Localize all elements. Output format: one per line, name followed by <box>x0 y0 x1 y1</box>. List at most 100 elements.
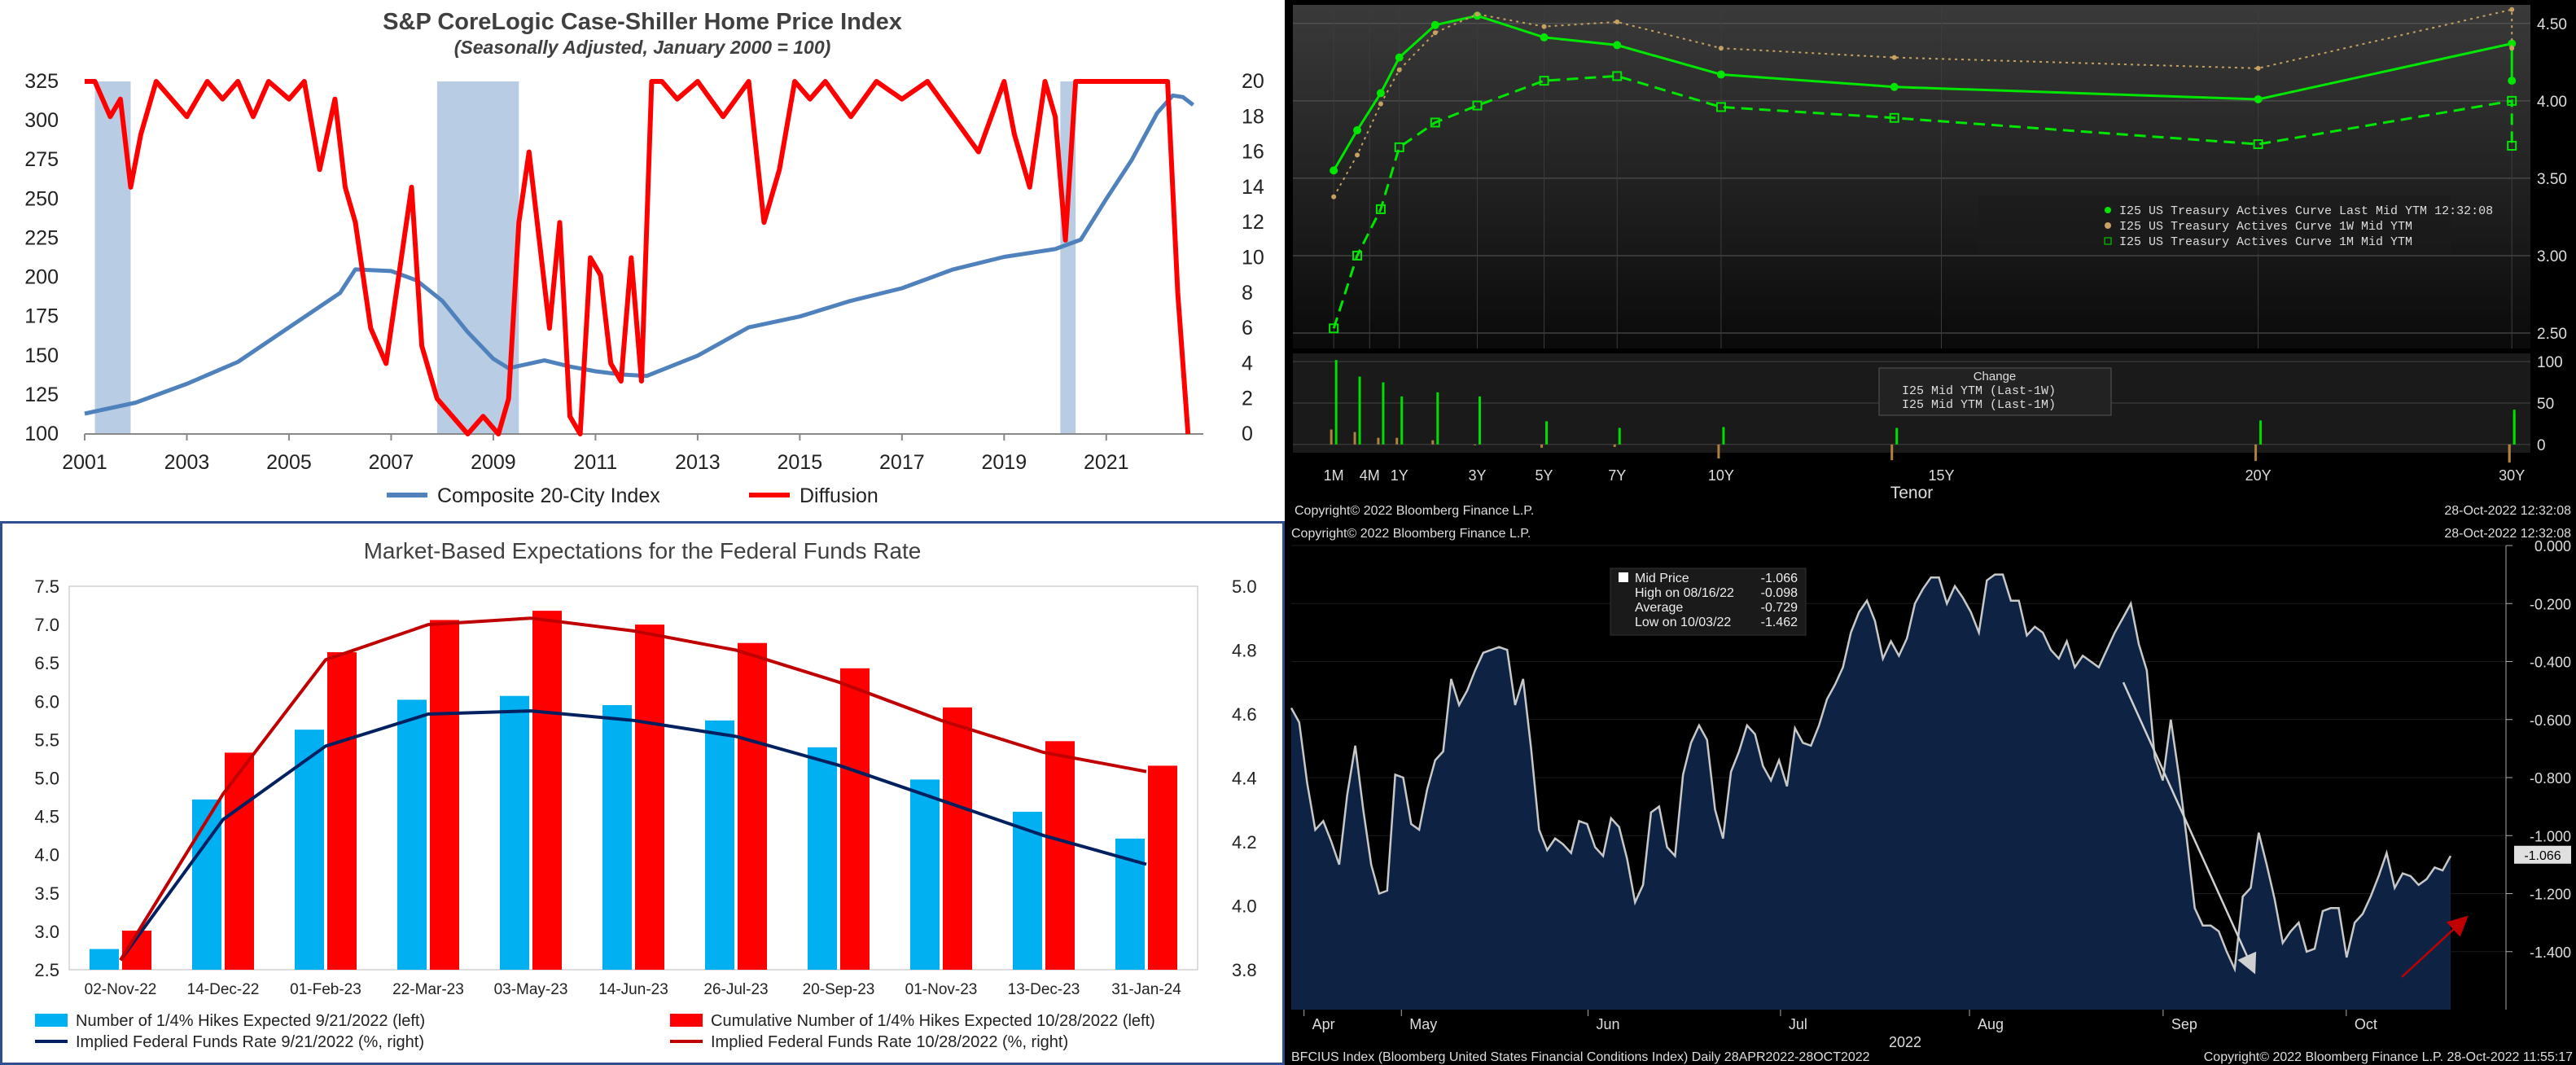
y-right-tick-label: 12 <box>1242 211 1264 234</box>
treasury-curve-panel: 2.50 3.00 3.50 4.00 4.50 I25 US Treasury Acti… <box>1285 0 2576 521</box>
curve-point <box>1614 19 1620 24</box>
y-tick-label: 2.50 <box>2537 326 2567 343</box>
x-tick-label: Sep <box>2171 1016 2197 1032</box>
bar-hikes-9-21-2022 <box>397 699 427 970</box>
x-tick-label: 14-Dec-22 <box>187 981 260 998</box>
legend-marker <box>2104 237 2112 245</box>
y-tick-label: -0.800 <box>2530 770 2571 787</box>
x-tick-label: May <box>1409 1016 1437 1032</box>
legend-label: Implied Federal Funds Rate 10/28/2022 (%… <box>711 1033 1068 1051</box>
x-tick-label: Jul <box>1789 1016 1807 1032</box>
curve-point <box>1718 46 1724 51</box>
change-bar <box>1722 427 1725 445</box>
curve-point <box>2509 46 2515 51</box>
y-tick-label: 0.000 <box>2534 538 2571 554</box>
plot-area <box>68 585 1198 971</box>
curve-point <box>1430 117 1440 128</box>
x-tick-label: 3Y <box>1468 467 1486 484</box>
y-right-tick-label: 18 <box>1242 105 1264 128</box>
x-tick-label: 31-Jan-24 <box>1111 981 1181 998</box>
y-tick-label: 3.50 <box>2537 171 2567 188</box>
y-left-tick-label: 175 <box>24 305 59 328</box>
change-legend-box <box>1878 367 2112 416</box>
timestamp: 28-Oct-2022 12:32:08 <box>2444 504 2571 518</box>
bar-hikes-10-28-2022 <box>1045 741 1075 970</box>
y-left-tick-label: 3.5 <box>34 883 59 904</box>
legend-label: High on 08/16/22 <box>1635 586 1734 600</box>
x-tick-label: 1M <box>1324 467 1344 484</box>
legend-label: I25 US Treasury Actives Curve 1M Mid YTM <box>2119 235 2412 249</box>
bar-hikes-9-21-2022 <box>90 949 119 970</box>
bar-hikes-10-28-2022 <box>738 642 767 970</box>
change-bar <box>1717 444 1720 459</box>
curve-point <box>1430 20 1439 29</box>
curve-point <box>1376 89 1385 98</box>
chart-title: Market-Based Expectations for the Federa… <box>364 538 922 563</box>
legend-label: I25 US Treasury Actives Curve 1W Mid YTM <box>2119 220 2412 234</box>
y-tick-label: 0 <box>2537 437 2546 454</box>
bar-hikes-10-28-2022 <box>1148 765 1177 970</box>
legend-swatch <box>1619 572 1628 582</box>
y-left-tick-label: 225 <box>24 226 59 249</box>
legend-value: -1.462 <box>1761 616 1798 629</box>
bar-hikes-9-21-2022 <box>910 779 940 970</box>
legend-value: -0.729 <box>1761 601 1798 615</box>
legend-label: Number of 1/4% Hikes Expected 9/21/2022 … <box>76 1012 425 1030</box>
change-bar <box>1545 421 1549 445</box>
bar-hikes-9-21-2022 <box>705 720 734 970</box>
change-legend-label: I25 Mid YTM (Last-1M) <box>1902 398 2056 412</box>
y-left-tick-label: 4.5 <box>34 807 59 827</box>
series-line-diffusion <box>85 79 1191 436</box>
y-tick-label: -1.400 <box>2530 944 2571 961</box>
x-tick-label: 2003 <box>164 451 210 474</box>
curve-point <box>1472 100 1483 111</box>
x-tick-label: 2021 <box>1084 451 1129 474</box>
y-right-tick-label: 4.0 <box>1232 896 1257 917</box>
x-tick-label: 10Y <box>1708 467 1734 484</box>
change-bar <box>1400 396 1404 445</box>
curve-point <box>1540 33 1549 42</box>
legend-swatch <box>670 1014 703 1027</box>
bar-hikes-10-28-2022 <box>532 611 562 970</box>
y-right-tick-label: 4.6 <box>1232 704 1257 725</box>
curve-point <box>2253 139 2263 150</box>
y-left-tick-label: 3.0 <box>34 922 59 942</box>
legend-label: Diffusion <box>800 484 878 507</box>
curve-point <box>1378 101 1383 107</box>
x-tick-label: 2013 <box>675 451 721 474</box>
curve-point <box>2508 39 2517 48</box>
curve-point <box>2509 7 2515 12</box>
y-left-tick-label: 6.0 <box>34 691 59 712</box>
chart-title: S&P CoreLogic Case-Shiller Home Price In… <box>383 9 902 35</box>
curve-point <box>2255 65 2261 71</box>
change-bar <box>1358 376 1361 445</box>
curve-point <box>1890 82 1899 91</box>
change-bar <box>1478 396 1481 445</box>
change-bar <box>1540 444 1544 448</box>
curve-point <box>1395 53 1404 62</box>
footer-right: Copyright© 2022 Bloomberg Finance L.P. 2… <box>2204 1050 2573 1064</box>
fci-line <box>1290 573 2452 973</box>
recession-band <box>436 81 519 434</box>
curve-point <box>2507 140 2517 151</box>
bar-hikes-10-28-2022 <box>225 752 254 970</box>
x-tick-label: 03-May-23 <box>494 981 568 998</box>
bar-hikes-9-21-2022 <box>500 695 529 970</box>
y-tick-label: 4.50 <box>2537 16 2567 33</box>
legend-box <box>1978 195 2451 254</box>
case-shiller-chart: S&P CoreLogic Case-Shiller Home Price In… <box>24 9 1264 507</box>
change-bar <box>1618 427 1621 445</box>
legend-label: Implied Federal Funds Rate 9/21/2022 (%,… <box>76 1033 424 1051</box>
y-tick-label: -1.000 <box>2530 828 2571 844</box>
y-tick-label: -1.200 <box>2530 887 2571 903</box>
y-left-tick-label: 275 <box>24 148 59 171</box>
y-right-tick-label: 10 <box>1242 247 1264 270</box>
y-right-tick-label: 4.8 <box>1232 641 1257 661</box>
y-left-tick-label: 325 <box>24 70 59 93</box>
bar-hikes-10-28-2022 <box>840 668 870 970</box>
bar-hikes-9-21-2022 <box>808 747 837 970</box>
change-bar <box>2508 444 2511 462</box>
case-shiller-panel: S&P CoreLogic Case-Shiller Home Price In… <box>0 0 1285 521</box>
footer-left: BFCIUS Index (Bloomberg United States Fi… <box>1291 1050 1870 1064</box>
change-legend-label: I25 Mid YTM (Last-1W) <box>1902 384 2056 398</box>
